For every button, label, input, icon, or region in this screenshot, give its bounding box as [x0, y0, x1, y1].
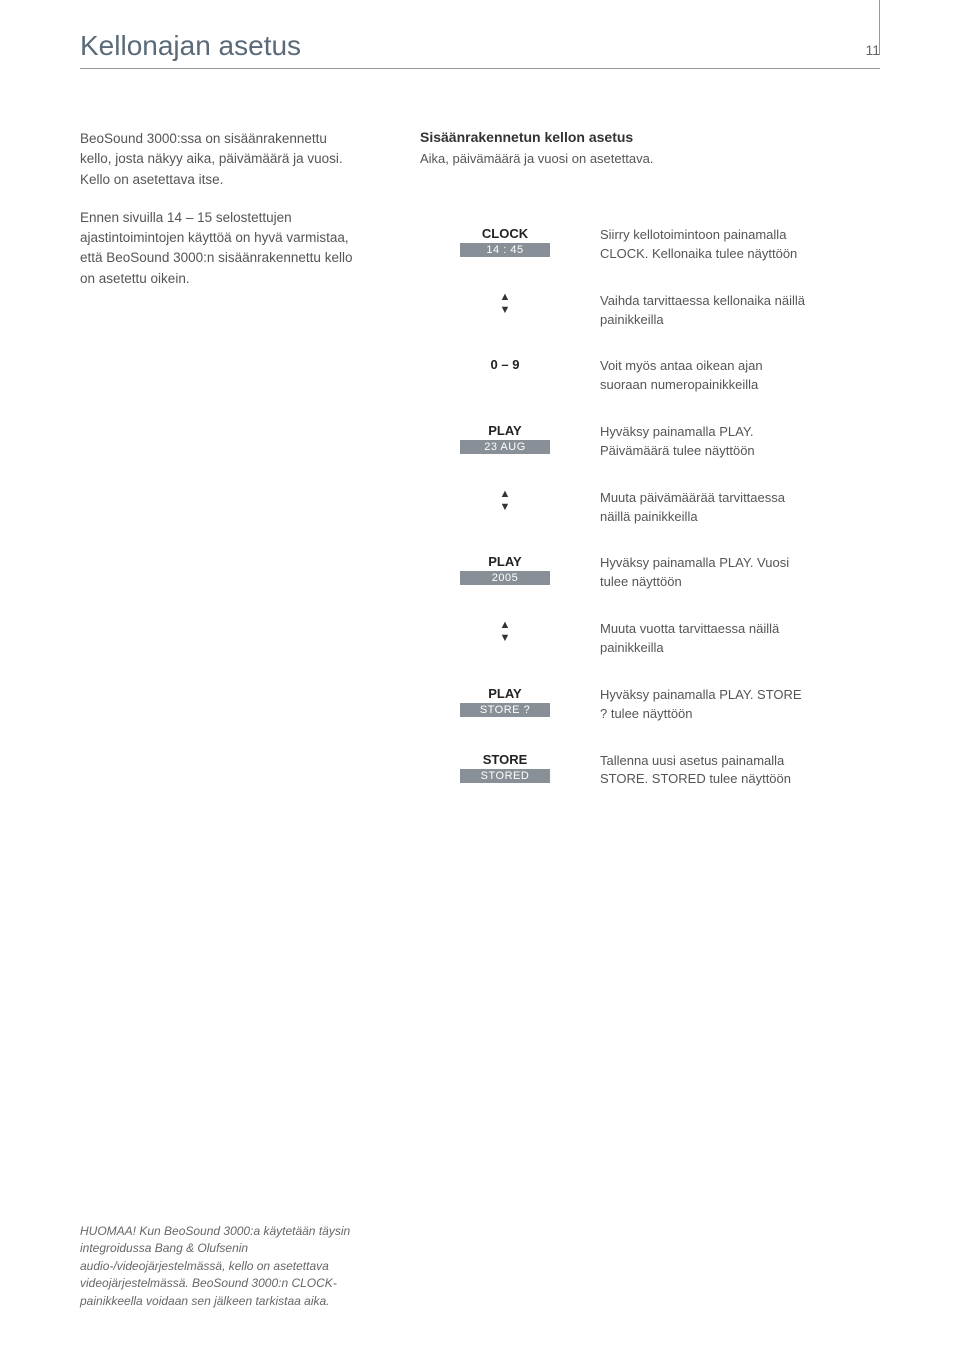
- page-number: 11: [865, 42, 880, 62]
- arrow-down-icon: ▼: [500, 502, 511, 513]
- step-row: ▲▼Muuta päivämäärää tarvittaessa näillä …: [460, 489, 880, 527]
- step-row: PLAY 2005 Hyväksy painamalla PLAY. Vuosi t…: [460, 554, 880, 592]
- up-down-arrows-icon: ▲▼: [460, 620, 550, 644]
- step-row: PLAY 23 AUG Hyväksy painamalla PLAY. Päivä…: [460, 423, 880, 461]
- step-key: PLAY STORE ?: [460, 686, 550, 724]
- button-label: CLOCK: [460, 226, 550, 241]
- step-row: CLOCK 14 : 45 Siirry kellotoimintoon paina…: [460, 226, 880, 264]
- step-description: Voit myös antaa oikean ajan suoraan nume…: [600, 357, 810, 395]
- arrow-up-icon: ▲: [500, 292, 511, 303]
- section-heading: Sisäänrakennetun kellon asetus: [420, 129, 880, 145]
- up-down-arrows-icon: ▲▼: [460, 489, 550, 513]
- step-key: PLAY 23 AUG: [460, 423, 550, 461]
- step-description: Siirry kellotoimintoon painamalla CLOCK.…: [600, 226, 810, 264]
- arrow-up-icon: ▲: [500, 489, 511, 500]
- step-description: Hyväksy painamalla PLAY. Vuosi tulee näy…: [600, 554, 810, 592]
- button-label: 0 – 9: [460, 357, 550, 372]
- arrow-down-icon: ▼: [500, 633, 511, 644]
- arrow-down-icon: ▼: [500, 305, 511, 316]
- footnote: HUOMAA! Kun BeoSound 3000:a käytetään tä…: [80, 1223, 380, 1310]
- step-key: PLAY 2005: [460, 554, 550, 592]
- button-label: PLAY: [460, 554, 550, 569]
- step-key: ▲▼: [460, 489, 550, 527]
- step-row: ▲▼Vaihda tarvittaessa kellonaika näillä …: [460, 292, 880, 330]
- arrow-up-icon: ▲: [500, 620, 511, 631]
- step-description: Tallenna uusi asetus painamalla STORE. S…: [600, 752, 810, 790]
- intro-paragraph-2: Ennen sivuilla 14 – 15 selostettujen aja…: [80, 208, 360, 289]
- up-down-arrows-icon: ▲▼: [460, 292, 550, 316]
- step-row: PLAY STORE ? Hyväksy painamalla PLAY. STOR…: [460, 686, 880, 724]
- page-container: Kellonajan asetus 11 BeoSound 3000:ssa o…: [0, 0, 960, 857]
- step-description: Hyväksy painamalla PLAY. STORE ? tulee n…: [600, 686, 810, 724]
- step-key: 0 – 9: [460, 357, 550, 395]
- step-description: Muuta päivämäärää tarvittaessa näillä pa…: [600, 489, 810, 527]
- instructions-column: Sisäänrakennetun kellon asetus Aika, päi…: [420, 129, 880, 817]
- step-key: CLOCK 14 : 45: [460, 226, 550, 264]
- step-row: ▲▼Muuta vuotta tarvittaessa näillä paini…: [460, 620, 880, 658]
- button-label: PLAY: [460, 686, 550, 701]
- content-columns: BeoSound 3000:ssa on sisäänrakennettu ke…: [80, 129, 880, 817]
- steps-list: CLOCK 14 : 45 Siirry kellotoimintoon paina…: [460, 226, 880, 789]
- step-row: 0 – 9 Voit myös antaa oikean ajan suoraan…: [460, 357, 880, 395]
- step-key: ▲▼: [460, 620, 550, 658]
- display-readout: 23 AUG: [460, 440, 550, 454]
- intro-column: BeoSound 3000:ssa on sisäänrakennettu ke…: [80, 129, 360, 817]
- button-label: PLAY: [460, 423, 550, 438]
- top-margin-rule: [879, 0, 880, 55]
- step-description: Vaihda tarvittaessa kellonaika näillä pa…: [600, 292, 810, 330]
- step-row: STORE STORED Tallenna uusi asetus painamal…: [460, 752, 880, 790]
- display-readout: 2005: [460, 571, 550, 585]
- step-key: STORE STORED: [460, 752, 550, 790]
- intro-paragraph-1: BeoSound 3000:ssa on sisäänrakennettu ke…: [80, 129, 360, 190]
- page-header: Kellonajan asetus 11: [80, 30, 880, 69]
- step-key: ▲▼: [460, 292, 550, 330]
- page-title: Kellonajan asetus: [80, 30, 301, 62]
- button-label: STORE: [460, 752, 550, 767]
- step-description: Hyväksy painamalla PLAY. Päivämäärä tule…: [600, 423, 810, 461]
- display-readout: STORED: [460, 769, 550, 783]
- section-description: Aika, päivämäärä ja vuosi on asetettava.: [420, 151, 880, 166]
- display-readout: STORE ?: [460, 703, 550, 717]
- display-readout: 14 : 45: [460, 243, 550, 257]
- step-description: Muuta vuotta tarvittaessa näillä painikk…: [600, 620, 810, 658]
